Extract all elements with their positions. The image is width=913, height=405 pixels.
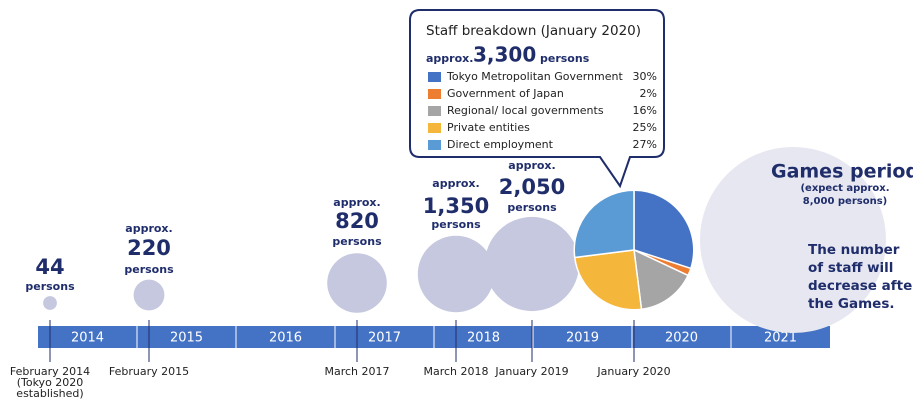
year-label: 2016 <box>269 331 302 346</box>
unit-label: persons <box>25 280 75 293</box>
date-label: (Tokyo 2020 <box>17 376 84 389</box>
bubble <box>327 253 387 313</box>
games-bubble <box>699 146 887 334</box>
legend-value: 25% <box>633 121 657 134</box>
legend-value: 27% <box>633 138 657 151</box>
year-label: 2019 <box>566 331 599 346</box>
value-label: 2,050 <box>499 175 565 199</box>
prefix-label: approx. <box>125 222 172 235</box>
bubble <box>417 235 495 313</box>
legend-label: Tokyo Metropolitan Government <box>446 70 624 83</box>
pie-slice <box>633 248 690 311</box>
prefix-label: approx. <box>508 159 555 172</box>
bubble <box>133 279 165 311</box>
value-label: 820 <box>335 209 379 233</box>
year-label: 2015 <box>170 331 203 346</box>
prefix-label: approx. <box>333 196 380 209</box>
legend-value: 30% <box>633 70 657 83</box>
date-label: March 2017 <box>324 365 389 378</box>
callout-title: Staff breakdown (January 2020) <box>426 23 641 39</box>
pie-slice <box>573 249 643 311</box>
legend-swatch <box>428 140 441 150</box>
legend-label: Regional/ local governments <box>447 104 604 117</box>
value-label: 44 <box>35 255 64 279</box>
legend-swatch <box>428 72 441 82</box>
bubble <box>484 216 580 312</box>
total-prefix: approx. <box>426 52 473 65</box>
unit-label: persons <box>431 218 481 231</box>
date-label: February 2014 <box>10 365 90 378</box>
pie-slice <box>633 189 695 270</box>
games-note: The number <box>808 242 900 258</box>
date-label: established) <box>16 387 83 400</box>
legend-value: 16% <box>633 104 657 117</box>
legend-label: Private entities <box>447 121 530 134</box>
legend-label: Government of Japan <box>447 87 564 100</box>
pie-slice <box>573 189 635 259</box>
total-unit: persons <box>540 52 590 65</box>
games-sub: 8,000 persons) <box>803 196 887 207</box>
value-label: 220 <box>127 236 171 260</box>
unit-label: persons <box>124 263 174 276</box>
year-label: 2021 <box>764 331 797 346</box>
games-note: the Games. <box>808 296 895 312</box>
date-label: February 2015 <box>109 365 189 378</box>
legend-value: 2% <box>640 87 657 100</box>
unit-label: persons <box>507 201 557 214</box>
legend-swatch <box>428 89 441 99</box>
year-label: 2018 <box>467 331 500 346</box>
games-sub: (expect approx. <box>800 183 889 194</box>
games-note: of staff will <box>808 260 893 276</box>
unit-label: persons <box>332 235 382 248</box>
games-title: Games period <box>771 161 913 183</box>
callout-box <box>409 9 665 189</box>
year-label: 2017 <box>368 331 401 346</box>
year-label: 2014 <box>71 331 104 346</box>
date-label: January 2020 <box>596 365 670 378</box>
legend-swatch <box>428 106 441 116</box>
date-label: January 2019 <box>494 365 568 378</box>
value-label: 1,350 <box>423 194 489 218</box>
legend-label: Direct employment <box>447 138 554 151</box>
bubble <box>43 296 57 310</box>
games-note: decrease after <box>808 278 913 294</box>
year-label: 2020 <box>665 331 698 346</box>
legend-swatch <box>428 123 441 133</box>
date-label: March 2018 <box>423 365 488 378</box>
prefix-label: approx. <box>432 177 479 190</box>
total-value: 3,300 <box>473 43 536 67</box>
